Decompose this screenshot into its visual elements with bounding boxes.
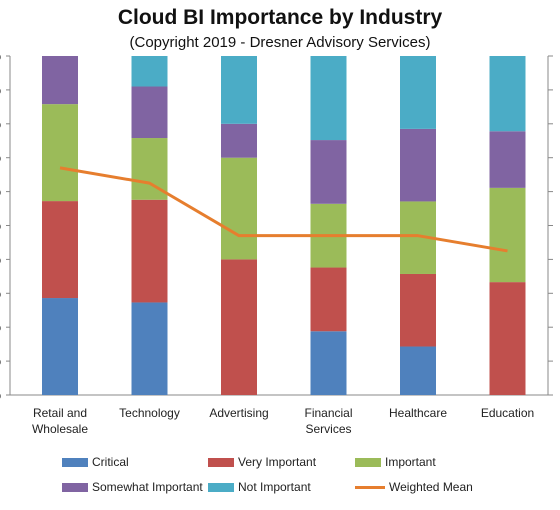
bar-segment-somewhat-important (131, 86, 168, 139)
bar-segment-somewhat-important (42, 56, 78, 105)
y-tick-label: % (0, 49, 1, 63)
bar-segment-important (489, 187, 526, 283)
bar-segment-important (42, 104, 78, 202)
y-tick-label: % (0, 320, 1, 334)
x-category-label: Technology (119, 406, 180, 420)
x-category-label: Healthcare (389, 406, 447, 420)
x-category-label: Retail and (33, 406, 87, 420)
y-tick-label: % (0, 117, 1, 131)
bar-segment-somewhat-important (400, 128, 436, 202)
bar-segment-critical (42, 298, 78, 395)
bar-segment-very-important (310, 267, 347, 332)
x-category-label: Advertising (209, 406, 268, 420)
bar-segment-somewhat-important (489, 131, 526, 188)
y-tick-label: % (0, 83, 1, 97)
bar-segment-not-important (131, 56, 168, 87)
bar-segment-not-important (310, 56, 347, 141)
bar-segment-very-important (400, 273, 436, 347)
y-tick-label: % (0, 151, 1, 165)
bar-segment-very-important (42, 201, 78, 299)
chart-title: Cloud BI Importance by Industry (117, 6, 443, 29)
y-tick-label: % (0, 388, 1, 402)
bar-segment-very-important (131, 199, 168, 303)
y-tick-label: % (0, 286, 1, 300)
bar-segment-not-important (221, 56, 257, 124)
chart-subtitle: (Copyright 2019 - Dresner Advisory Servi… (129, 34, 431, 51)
x-category-label: Financial (304, 406, 352, 420)
bar-segment-not-important (489, 56, 526, 132)
bar-segment-somewhat-important (310, 140, 347, 204)
bar-segment-critical (131, 302, 168, 395)
bar-segment-not-important (400, 56, 436, 129)
x-category-label: Wholesale (32, 422, 88, 436)
bar-segment-somewhat-important (221, 123, 257, 158)
bar-segment-important (221, 157, 257, 260)
y-tick-label: % (0, 252, 1, 266)
bar-segment-very-important (489, 282, 526, 395)
bar-segment-critical (400, 346, 436, 395)
x-category-label: Education (481, 406, 534, 420)
y-tick-label: % (0, 354, 1, 368)
bar-segment-critical (310, 331, 347, 395)
y-tick-label: % (0, 185, 1, 199)
x-category-label: Services (305, 422, 351, 436)
weighted-mean-line (59, 166, 508, 253)
y-tick-label: % (0, 219, 1, 233)
bar-segment-very-important (221, 259, 257, 395)
